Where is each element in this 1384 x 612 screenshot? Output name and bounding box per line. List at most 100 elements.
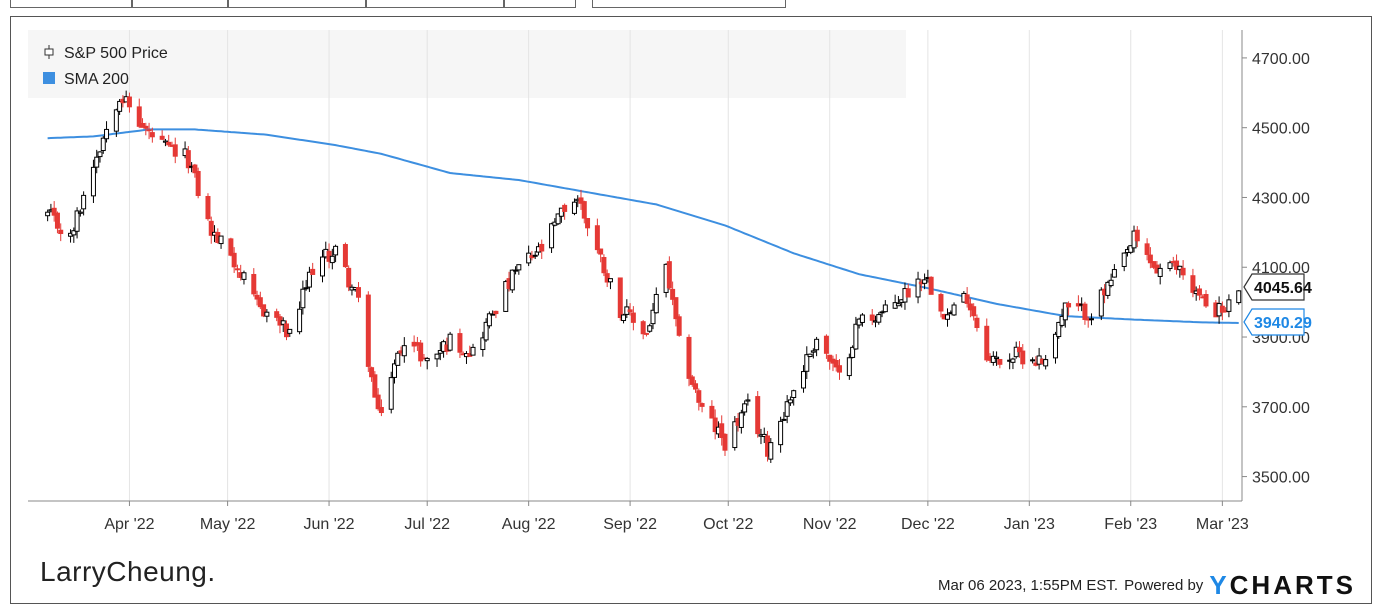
candle — [434, 353, 440, 367]
x-tick-label: Sep '22 — [603, 516, 657, 533]
candle — [77, 209, 83, 217]
candle — [539, 239, 545, 260]
candle — [594, 218, 600, 254]
candle — [938, 292, 944, 318]
y-axis-ticks: 3500.003700.003900.004100.004300.004500.… — [1242, 51, 1310, 487]
candle — [297, 301, 303, 335]
candle — [1030, 357, 1036, 364]
last-sma-label: 3940.29 — [1254, 315, 1312, 332]
candle — [666, 256, 672, 290]
tab-cell[interactable] — [366, 0, 504, 8]
candle — [1010, 357, 1016, 370]
candle — [578, 189, 584, 210]
candle — [388, 371, 394, 414]
candle — [310, 262, 316, 275]
candle — [895, 296, 901, 307]
tab-cell[interactable] — [228, 0, 366, 8]
candle — [503, 279, 509, 312]
tab-cell[interactable] — [10, 0, 132, 8]
tab-cell[interactable] — [132, 0, 228, 8]
candle — [585, 217, 591, 237]
candle — [71, 227, 77, 243]
candle — [1066, 301, 1072, 316]
x-tick-label: Feb '23 — [1104, 516, 1157, 533]
candle — [1167, 260, 1173, 272]
candle — [882, 300, 888, 313]
candle — [944, 308, 950, 327]
candle — [1105, 280, 1111, 299]
tab-cell[interactable] — [504, 0, 576, 8]
candle — [689, 374, 695, 387]
candle — [555, 213, 561, 225]
candle — [1226, 294, 1232, 318]
candle — [306, 266, 312, 292]
candle — [571, 198, 577, 216]
candle — [320, 249, 326, 283]
candle — [778, 416, 784, 453]
candle — [228, 237, 234, 257]
candle — [287, 328, 293, 337]
candle — [673, 297, 679, 327]
candle — [722, 433, 728, 456]
candle — [598, 248, 604, 263]
candle — [876, 312, 882, 325]
y-tick-label: 3500.00 — [1252, 470, 1310, 487]
candle — [686, 334, 692, 387]
candle — [742, 400, 748, 416]
candle — [1016, 341, 1022, 358]
candle — [696, 388, 702, 411]
candle — [581, 200, 587, 224]
candle — [617, 277, 623, 321]
candle — [195, 167, 201, 199]
candle — [621, 313, 627, 324]
candle — [1219, 301, 1225, 321]
candle — [643, 332, 649, 337]
candle — [850, 345, 856, 359]
tab-cell[interactable] — [592, 0, 786, 8]
candle — [365, 291, 371, 372]
candle — [905, 283, 911, 298]
candle — [1134, 226, 1140, 248]
x-tick-label: Jul '22 — [404, 516, 450, 533]
candle — [303, 279, 309, 291]
candle — [801, 365, 807, 393]
y-tick-label: 3700.00 — [1252, 400, 1310, 417]
candle — [192, 163, 198, 178]
candle — [761, 427, 767, 444]
x-tick-label: May '22 — [200, 516, 256, 533]
candle — [951, 302, 957, 316]
candle — [391, 359, 397, 384]
candle — [1088, 313, 1094, 326]
legend-item-sma[interactable]: SMA 200 — [43, 71, 129, 88]
candle — [516, 264, 522, 275]
candle — [971, 303, 977, 321]
candle — [205, 193, 211, 221]
candle — [604, 269, 610, 288]
x-tick-label: Mar '23 — [1196, 516, 1249, 533]
candle — [994, 351, 1000, 366]
x-tick-label: Apr '22 — [104, 516, 154, 533]
x-tick-label: Oct '22 — [703, 516, 753, 533]
candle — [162, 138, 168, 147]
candle — [1108, 273, 1114, 288]
candle — [185, 146, 191, 174]
candle — [755, 391, 761, 438]
candle — [261, 304, 267, 318]
candle — [342, 242, 348, 268]
candle — [100, 135, 106, 154]
candle — [264, 309, 270, 323]
candle — [699, 402, 705, 413]
candle — [601, 254, 607, 277]
candle — [172, 137, 178, 164]
candle — [470, 343, 476, 356]
candle — [300, 280, 306, 315]
legend: S&P 500 Price SMA 200 — [43, 45, 168, 88]
candle — [650, 302, 656, 330]
candle — [401, 337, 407, 363]
ycharts-logo[interactable]: YCHARTS — [1209, 570, 1356, 600]
plot-area — [28, 30, 1242, 501]
legend-item-price[interactable]: S&P 500 Price — [44, 45, 168, 62]
x-tick-label: Jan '23 — [1004, 516, 1055, 533]
candle — [627, 303, 633, 316]
last-sma-box — [1243, 308, 1305, 336]
